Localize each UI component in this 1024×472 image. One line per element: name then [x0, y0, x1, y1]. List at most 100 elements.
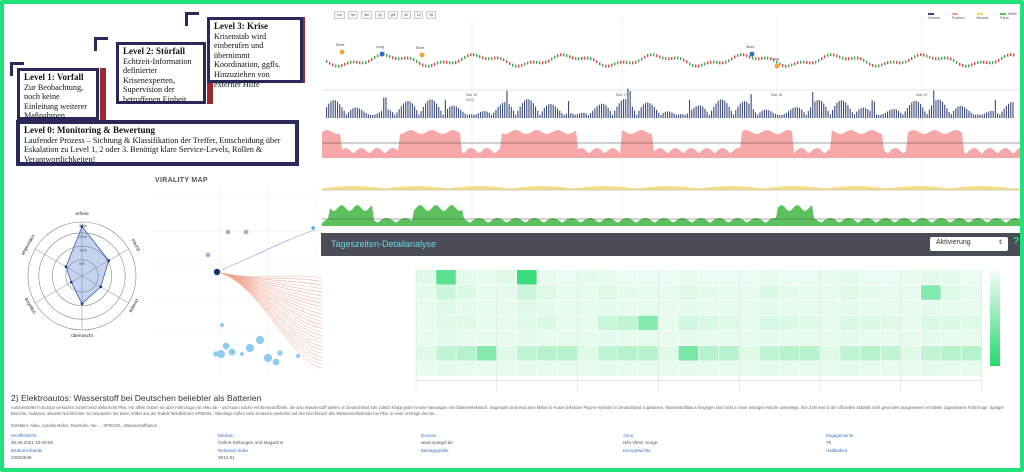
volume-bar — [638, 110, 640, 118]
volume-bar — [425, 103, 427, 118]
price-candle — [845, 57, 847, 61]
metric-select[interactable]: Aktivierung ⇕ — [930, 237, 1008, 251]
volume-bar — [521, 103, 523, 118]
volume-bar — [779, 114, 781, 118]
meta-value: 75 — [826, 440, 832, 445]
price-candle — [806, 60, 808, 64]
range-button-1d[interactable]: 1d — [413, 11, 424, 19]
legend-item[interactable]: Neutral — [977, 12, 995, 20]
level3-box: Level 3: Krise Krisenstab wird einberufe… — [207, 17, 303, 89]
volume-bar — [717, 100, 719, 118]
meta-field: Veröffentlicht 30.08.2021 18:40:50 — [11, 432, 53, 446]
radar-point — [107, 259, 111, 262]
volume-bar — [706, 111, 708, 118]
price-candle — [416, 59, 418, 63]
heatmap-cell — [941, 361, 961, 376]
volume-bar — [660, 114, 662, 118]
volume-bar — [469, 114, 471, 118]
legend-item[interactable]: Volume — [928, 12, 946, 20]
volume-bar — [466, 114, 468, 118]
date-label: Mar 17 — [616, 93, 627, 97]
volume-bar — [735, 110, 737, 118]
volume-bar — [473, 114, 475, 118]
price-candle — [836, 54, 838, 58]
volume-bar — [354, 107, 356, 118]
volume-bar — [803, 112, 805, 118]
range-button-5d[interactable]: 5d — [426, 11, 437, 19]
heatmap-cell — [961, 300, 981, 315]
price-candle — [980, 60, 982, 64]
price-candle — [749, 55, 751, 59]
heatmap-cell — [557, 270, 577, 285]
price-candle — [479, 55, 481, 59]
heatmap-cell — [840, 270, 860, 285]
heatmap-cell — [638, 346, 658, 361]
volume-bar — [953, 110, 955, 118]
price-candle — [731, 57, 733, 61]
price-candle — [1010, 53, 1012, 57]
price-candle — [662, 56, 664, 60]
price-candle — [335, 64, 337, 68]
date-label: Mar 19 — [916, 93, 927, 97]
virality-map[interactable] — [150, 188, 322, 378]
legend-item[interactable]: Positive — [952, 12, 971, 20]
volume-bar — [528, 99, 530, 118]
volume-bar — [904, 111, 906, 118]
heatmap-cell — [557, 346, 577, 361]
range-button-6m[interactable]: 6m — [361, 11, 373, 19]
meta-field: Domain www.spiegel.de — [421, 432, 453, 446]
heatmap-cell — [577, 270, 598, 285]
volume-bar — [708, 114, 710, 118]
level0-box: Level 0: Monitoring & Bewertung Laufende… — [16, 120, 299, 166]
heatmap-cell — [880, 361, 901, 376]
heatmap-cell — [436, 285, 456, 300]
meta-key: Domain — [421, 433, 437, 438]
heatmap-cell — [557, 300, 577, 315]
volume-bar — [620, 100, 622, 118]
radar-point — [99, 285, 103, 289]
volume-bar — [994, 99, 996, 118]
article-title[interactable]: 2) Elektroautos: Wasserstoff bei Deutsch… — [11, 393, 262, 403]
range-button-1y[interactable]: 1y — [375, 11, 385, 19]
volume-bar — [724, 100, 726, 118]
virality-node — [222, 342, 230, 350]
volume-bar — [363, 111, 365, 118]
volume-bar — [326, 107, 328, 118]
heatmap-cell — [719, 330, 739, 346]
heatmap-cell — [779, 270, 800, 285]
volume-bar — [407, 100, 409, 118]
range-button-all[interactable]: all — [401, 11, 411, 19]
volume-bar — [1012, 102, 1014, 118]
heatmap-cell — [678, 346, 699, 361]
range-button-3m[interactable]: 3m — [347, 11, 359, 19]
volume-bar — [409, 101, 411, 118]
heatmap-cell — [840, 361, 860, 376]
volume-bar — [799, 107, 801, 118]
volume-bar — [884, 112, 886, 118]
price-candle — [653, 53, 655, 57]
price-candle — [968, 64, 970, 68]
volume-bar — [867, 109, 869, 118]
heatmap-cell — [779, 315, 800, 331]
price-candle — [527, 61, 529, 65]
event-marker — [774, 63, 780, 69]
price-candle — [770, 57, 772, 61]
level0-title: Level 0: Monitoring & Bewertung — [24, 125, 155, 135]
heatmap-cell — [739, 315, 759, 331]
heatmap-cell — [719, 361, 739, 376]
volume-bar — [482, 111, 484, 118]
volume-bar — [370, 114, 372, 118]
virality-map-title: VIRALITY MAP — [155, 177, 208, 184]
range-button-1m[interactable]: 1m — [334, 11, 345, 19]
volume-bar — [704, 108, 706, 118]
radar-point — [64, 265, 68, 269]
volume-bar — [733, 114, 735, 118]
volume-bar — [378, 112, 380, 118]
select-arrows-icon: ⇕ — [997, 240, 1003, 246]
price-candle — [530, 60, 532, 64]
range-button-ytd[interactable]: ytd — [387, 11, 399, 19]
price-candle — [401, 57, 403, 61]
help-icon[interactable]: ? — [1013, 236, 1020, 247]
legend-item[interactable]: MAM-Panic — [1000, 12, 1024, 20]
virality-edge — [216, 271, 322, 340]
